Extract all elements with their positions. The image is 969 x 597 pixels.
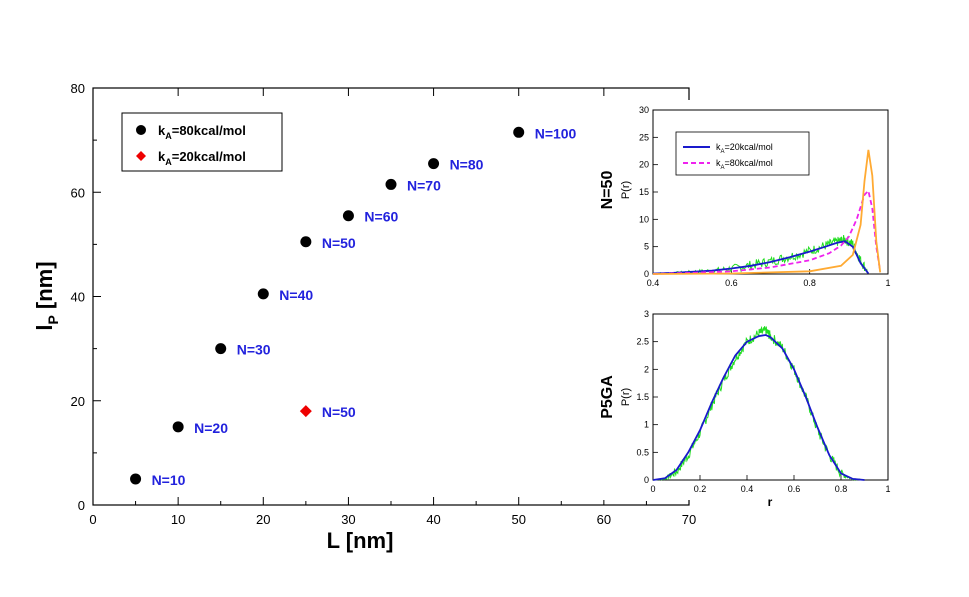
inset-bottom-x-axis: 0 0.2 0.4 0.6 0.8 1 xyxy=(650,475,891,494)
main-x-axis-label: L [nm] xyxy=(327,528,394,553)
data-point-label: N=70 xyxy=(407,177,441,193)
inset-y-tick-label: 15 xyxy=(639,187,649,197)
inset-y-tick-label: 25 xyxy=(639,132,649,142)
main-legend: kA=80kcal/mol kA=20kcal/mol xyxy=(121,112,283,172)
inset-curve xyxy=(652,189,882,275)
main-x-tick-label: 70 xyxy=(682,512,696,527)
data-point xyxy=(215,343,227,355)
main-x-tick-label: 20 xyxy=(256,512,270,527)
main-y-tick-label: 0 xyxy=(78,498,85,513)
inset-bottom-x-label: r xyxy=(768,495,773,509)
data-point-label: N=80 xyxy=(450,157,484,173)
inset-top-curves xyxy=(652,149,882,275)
inset-top-plot: 0.4 0.6 0.8 1 0 5 10 15 20 25 30 N=50 P(r) kA=20k… xyxy=(599,105,891,288)
main-x-tick-label: 40 xyxy=(426,512,440,527)
data-point xyxy=(130,473,142,485)
main-y-tick-label: 40 xyxy=(71,290,85,305)
data-point-diamond xyxy=(299,405,312,418)
main-x-tick-label: 50 xyxy=(511,512,525,527)
main-data-points: N=10 N=20 N=30 N=40 N=50 N=60 N=70 N=80 N=100 N=5… xyxy=(130,125,577,488)
inset-legend-label-80: kA=80kcal/mol xyxy=(716,158,773,171)
main-x-tick-label: 10 xyxy=(171,512,185,527)
main-y-tick-label: 20 xyxy=(71,394,85,409)
inset-y-tick-label: 1 xyxy=(644,420,649,430)
inset-x-tick-label: 0.6 xyxy=(788,484,801,494)
inset-y-tick-label: 0 xyxy=(644,269,649,279)
legend-marker-ka80 xyxy=(136,125,146,135)
data-point-label: N=60 xyxy=(364,209,398,225)
inset-x-tick-label: 0.8 xyxy=(835,484,848,494)
inset-x-tick-label: 0.4 xyxy=(741,484,754,494)
inset-bottom-y-label: P(r) xyxy=(620,388,632,406)
main-x-tick-label: 30 xyxy=(341,512,355,527)
inset-curve xyxy=(652,325,864,481)
main-x-axis: 0 10 20 30 40 50 60 70 xyxy=(89,88,696,527)
inset-curve xyxy=(652,240,870,275)
main-y-tick-label: 80 xyxy=(71,81,85,96)
main-x-tick-label: 0 xyxy=(89,512,96,527)
data-point-label: N=30 xyxy=(237,342,271,358)
inset-y-tick-label: 2 xyxy=(644,364,649,374)
legend-label-ka80: kA=80kcal/mol xyxy=(158,123,246,141)
inset-top-legend: kA=20kcal/mol kA=80kcal/mol xyxy=(675,131,810,176)
inset-y-tick-label: 3 xyxy=(644,309,649,319)
inset-y-tick-label: 2.5 xyxy=(636,337,649,347)
main-y-axis-label-sub: P xyxy=(45,315,61,324)
inset-x-tick-label: 1 xyxy=(885,484,890,494)
main-y-tick-label: 60 xyxy=(71,185,85,200)
inset-x-tick-label: 0.6 xyxy=(725,278,738,288)
inset-top-legend-box xyxy=(675,131,810,176)
data-point xyxy=(342,210,354,222)
inset-top-y-label: P(r) xyxy=(620,181,632,199)
main-y-axis-label-main: l xyxy=(32,324,57,330)
main-legend-box xyxy=(121,112,283,172)
inset-x-tick-label: 0 xyxy=(650,484,655,494)
data-point-label: N=40 xyxy=(279,287,313,303)
inset-curve xyxy=(652,334,865,481)
inset-curve xyxy=(652,235,869,275)
inset-y-tick-label: 10 xyxy=(639,214,649,224)
data-point-label: N=50 xyxy=(322,404,356,420)
data-point-label: N=50 xyxy=(322,235,356,251)
inset-x-tick-label: 0.2 xyxy=(694,484,707,494)
inset-curve xyxy=(652,149,882,275)
inset-y-tick-label: 1.5 xyxy=(636,392,649,402)
inset-y-tick-label: 5 xyxy=(644,242,649,252)
inset-y-tick-label: 20 xyxy=(639,160,649,170)
legend-marker-ka20 xyxy=(136,151,146,161)
data-point-label: N=20 xyxy=(194,420,228,436)
inset-legend-label-20: kA=20kcal/mol xyxy=(716,142,773,155)
legend-label-ka20: kA=20kcal/mol xyxy=(158,149,246,167)
inset-x-tick-label: 0.8 xyxy=(803,278,816,288)
inset-bottom-plot: 0 0.2 0.4 0.6 0.8 1 0 0.5 1 1.5 2 2.5 3 P5GA P(r) r xyxy=(599,309,891,509)
data-point xyxy=(172,421,184,433)
data-point-label: N=10 xyxy=(152,472,186,488)
data-point xyxy=(513,126,525,138)
main-y-axis-label-unit: [nm] xyxy=(32,261,57,309)
inset-x-tick-label: 0.4 xyxy=(647,278,660,288)
data-point xyxy=(257,288,269,300)
data-point xyxy=(385,178,397,190)
inset-y-tick-label: 0.5 xyxy=(636,447,649,457)
inset-top-panel-label: N=50 xyxy=(599,171,616,210)
inset-y-tick-label: 30 xyxy=(639,105,649,115)
data-point xyxy=(300,236,312,248)
data-point-label: N=100 xyxy=(535,125,577,141)
svg-text:lP[nm]: lP [nm] xyxy=(32,261,61,330)
inset-bottom-panel-label: P5GA xyxy=(599,375,616,419)
inset-bottom-curves xyxy=(652,325,865,481)
inset-y-tick-label: 0 xyxy=(644,475,649,485)
main-x-tick-label: 60 xyxy=(597,512,611,527)
data-point xyxy=(428,158,440,170)
main-y-axis-label: lP [nm] xyxy=(32,261,61,330)
inset-x-tick-label: 1 xyxy=(885,278,890,288)
